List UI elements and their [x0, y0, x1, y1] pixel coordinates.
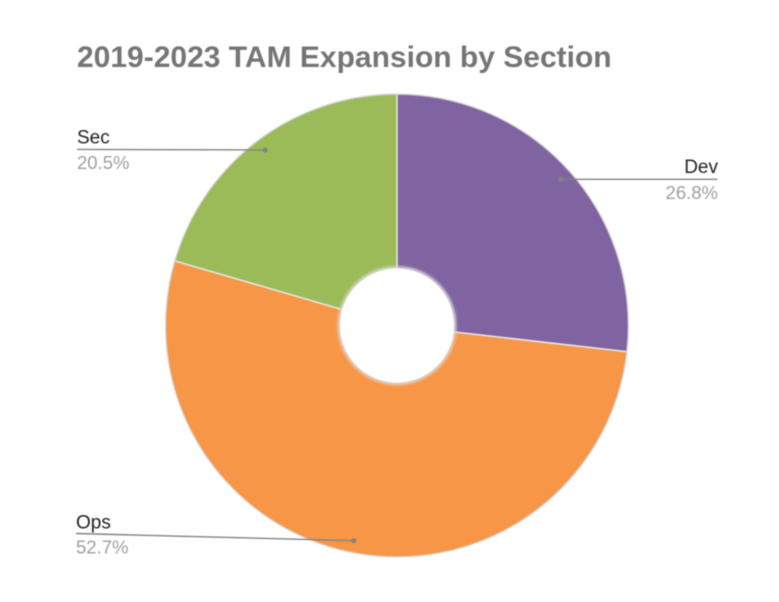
svg-text:52.7%: 52.7%	[76, 537, 128, 558]
svg-text:20.5%: 20.5%	[77, 152, 129, 173]
svg-text:2019-2023 TAM Expansion by Sec: 2019-2023 TAM Expansion by Section	[77, 41, 612, 74]
svg-text:Ops: Ops	[76, 513, 111, 534]
svg-text:26.8%: 26.8%	[666, 182, 718, 203]
svg-text:Dev: Dev	[684, 157, 718, 178]
svg-text:Sec: Sec	[77, 128, 110, 149]
